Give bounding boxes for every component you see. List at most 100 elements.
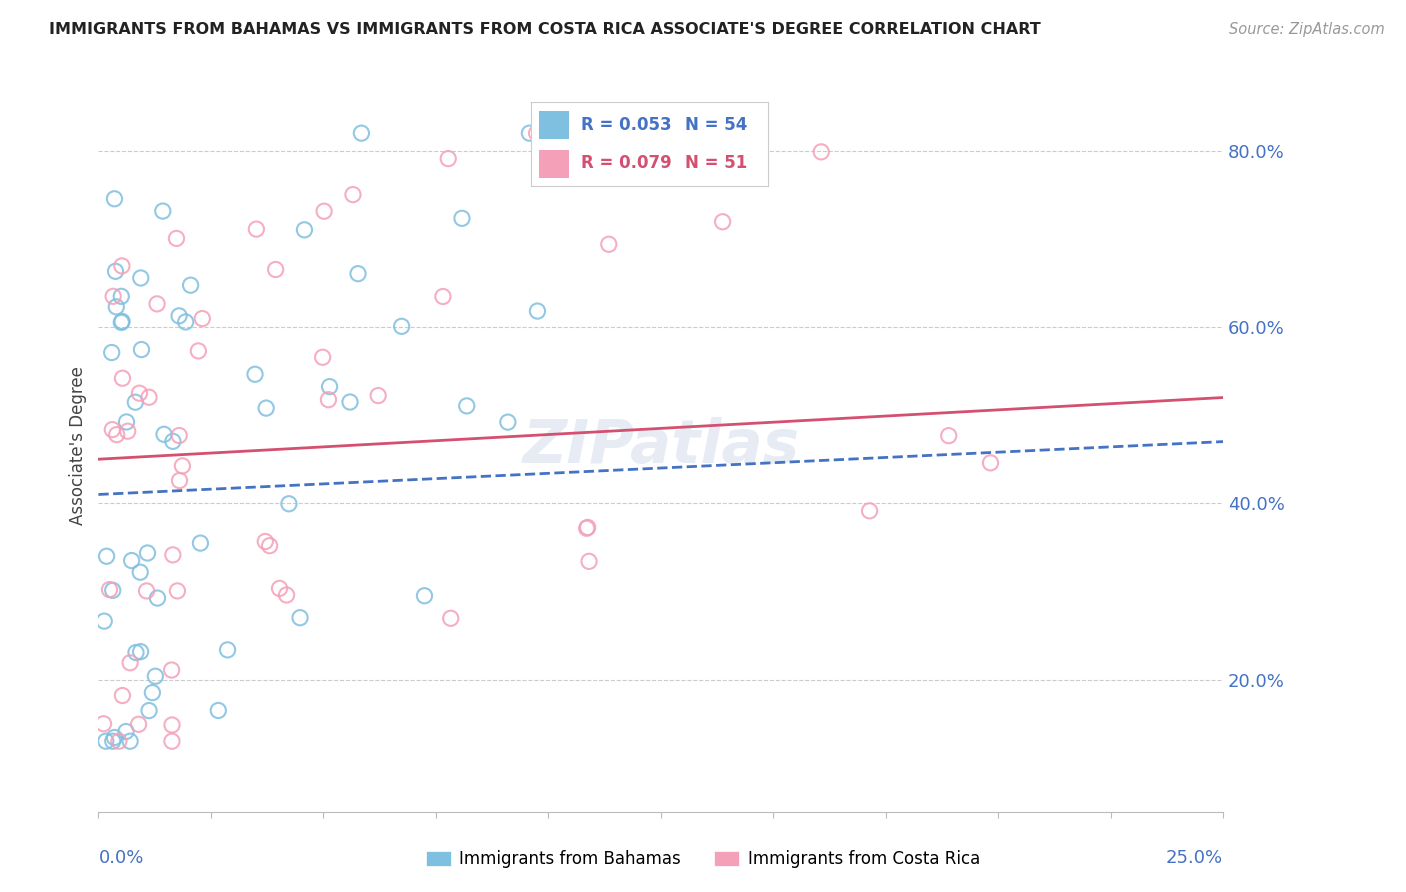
Point bbox=[180, 278, 202, 293]
Point bbox=[314, 204, 336, 219]
Point bbox=[318, 392, 340, 407]
Point bbox=[141, 685, 163, 699]
Point bbox=[858, 504, 880, 518]
Point bbox=[162, 548, 184, 562]
Point bbox=[138, 390, 160, 404]
Point bbox=[120, 734, 142, 748]
Point bbox=[578, 554, 600, 568]
Point bbox=[169, 474, 191, 488]
Point bbox=[217, 643, 239, 657]
Point bbox=[153, 427, 176, 442]
Point bbox=[598, 237, 620, 252]
Point bbox=[413, 589, 436, 603]
Point bbox=[245, 222, 267, 236]
Point bbox=[432, 289, 454, 303]
Point bbox=[269, 582, 291, 596]
Point bbox=[167, 309, 190, 323]
Point bbox=[160, 663, 183, 677]
Point bbox=[93, 716, 115, 731]
Point bbox=[166, 583, 188, 598]
Point bbox=[103, 731, 125, 745]
Point bbox=[519, 126, 541, 140]
Point bbox=[174, 315, 197, 329]
Text: ZIPatlas: ZIPatlas bbox=[522, 417, 800, 475]
Point bbox=[128, 386, 150, 401]
Point bbox=[100, 345, 122, 359]
Point bbox=[294, 223, 316, 237]
Point bbox=[101, 734, 124, 748]
Point bbox=[111, 259, 134, 273]
Point bbox=[146, 297, 169, 311]
Point bbox=[367, 388, 389, 402]
Point bbox=[136, 546, 159, 560]
Point bbox=[254, 534, 277, 549]
Point bbox=[125, 646, 148, 660]
Point bbox=[128, 717, 150, 731]
Point bbox=[347, 267, 370, 281]
Point bbox=[496, 415, 519, 429]
Point bbox=[276, 588, 298, 602]
Point bbox=[117, 424, 139, 438]
Point bbox=[105, 427, 128, 442]
Point bbox=[456, 399, 478, 413]
Point bbox=[243, 368, 266, 382]
Point bbox=[129, 271, 152, 285]
Point bbox=[339, 395, 361, 409]
Point bbox=[110, 315, 132, 329]
Point bbox=[311, 351, 333, 365]
Text: 0.0%: 0.0% bbox=[98, 848, 143, 867]
Point bbox=[711, 215, 734, 229]
Point bbox=[111, 371, 134, 385]
Point bbox=[264, 262, 287, 277]
Point bbox=[437, 152, 460, 166]
Point bbox=[172, 458, 194, 473]
Point bbox=[131, 343, 153, 357]
Point bbox=[318, 379, 340, 393]
Text: 25.0%: 25.0% bbox=[1166, 848, 1223, 867]
Point bbox=[101, 583, 124, 598]
Point bbox=[105, 300, 128, 314]
Point bbox=[129, 565, 152, 579]
Point bbox=[115, 724, 138, 739]
Point bbox=[143, 669, 166, 683]
Point bbox=[350, 126, 373, 140]
Point bbox=[121, 553, 143, 567]
Point bbox=[259, 539, 281, 553]
Legend: Immigrants from Bahamas, Immigrants from Costa Rica: Immigrants from Bahamas, Immigrants from… bbox=[419, 844, 987, 875]
Point bbox=[440, 611, 463, 625]
Point bbox=[101, 289, 124, 303]
Point bbox=[93, 614, 115, 628]
Point bbox=[979, 456, 1001, 470]
Point bbox=[152, 204, 174, 219]
Point bbox=[120, 656, 142, 670]
Point bbox=[207, 703, 229, 717]
Point bbox=[526, 304, 548, 318]
Point bbox=[167, 428, 190, 442]
Point bbox=[526, 126, 548, 140]
Point bbox=[576, 520, 599, 534]
Point bbox=[187, 343, 209, 358]
Point bbox=[451, 211, 474, 226]
Point bbox=[162, 434, 184, 449]
Point bbox=[115, 415, 138, 429]
Point bbox=[98, 582, 121, 597]
Point bbox=[111, 314, 134, 328]
Point bbox=[190, 536, 212, 550]
Y-axis label: Associate's Degree: Associate's Degree bbox=[69, 367, 87, 525]
Point bbox=[391, 319, 413, 334]
Point bbox=[191, 311, 214, 326]
Point bbox=[575, 521, 598, 535]
Point bbox=[342, 187, 364, 202]
Point bbox=[146, 591, 169, 605]
Point bbox=[160, 718, 183, 732]
Point bbox=[96, 549, 118, 564]
Point bbox=[938, 428, 960, 442]
Point bbox=[277, 497, 299, 511]
Text: Source: ZipAtlas.com: Source: ZipAtlas.com bbox=[1229, 22, 1385, 37]
Point bbox=[810, 145, 832, 159]
Point bbox=[135, 583, 157, 598]
Point bbox=[531, 126, 554, 140]
Point bbox=[129, 645, 152, 659]
Point bbox=[104, 264, 127, 278]
Point bbox=[101, 423, 124, 437]
